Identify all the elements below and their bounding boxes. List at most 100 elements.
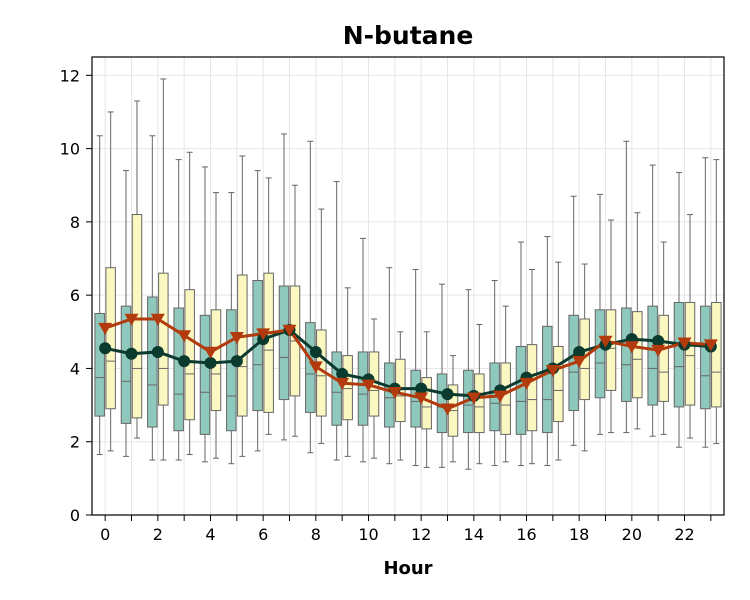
box-body: [647, 305, 658, 406]
y-tick-label: 8: [70, 213, 80, 232]
mean-point-b: [598, 335, 613, 348]
box-body: [526, 344, 538, 432]
mean-point-a: [652, 334, 665, 347]
box-b: [237, 155, 248, 457]
box-a: [147, 135, 158, 461]
box-a: [594, 193, 606, 435]
box-body: [331, 351, 342, 426]
y-tick-label: 10: [60, 140, 80, 159]
box-a: [173, 159, 184, 461]
box-body: [120, 305, 132, 424]
x-tick-label: 20: [622, 525, 642, 544]
box-body: [436, 373, 448, 434]
x-tick-label: 18: [569, 525, 589, 544]
chart-title: N-butane: [343, 21, 474, 50]
box-body: [594, 309, 606, 399]
box-b: [658, 241, 669, 435]
box-body: [357, 351, 369, 426]
x-axis-title: Hour: [383, 558, 432, 579]
box-a: [647, 164, 658, 437]
mean-point-b: [440, 403, 455, 416]
y-tick-label: 6: [70, 286, 80, 305]
box-b: [184, 151, 195, 456]
x-tick-label: 16: [516, 525, 536, 544]
x-tick-label: 22: [674, 525, 694, 544]
box-a: [278, 133, 290, 441]
line-layer: [98, 313, 718, 416]
box-a: [542, 236, 553, 467]
box-body: [632, 311, 643, 399]
box-body: [173, 307, 184, 432]
box-body: [278, 285, 290, 401]
box-a: [357, 237, 369, 463]
mean-point-a: [309, 345, 322, 358]
x-tick-label: 14: [464, 525, 484, 544]
mean-point-b: [124, 313, 139, 326]
mean-point-b: [651, 344, 666, 357]
box-body: [711, 301, 722, 408]
x-tick-label: 0: [100, 525, 110, 544]
box-a: [120, 170, 132, 457]
box-b: [105, 111, 116, 452]
mean-point-b: [519, 377, 534, 390]
mean-point-b: [256, 328, 271, 341]
y-tick-label: 2: [70, 433, 80, 452]
box-a: [700, 157, 711, 448]
box-body: [700, 305, 711, 410]
box-a: [621, 140, 632, 434]
mean-point-b: [282, 324, 297, 337]
mean-point-b: [703, 339, 718, 352]
mean-point-b: [414, 392, 429, 405]
mean-point-a: [441, 388, 454, 401]
mean-point-a: [573, 345, 586, 358]
box-b: [684, 214, 696, 439]
box-body: [515, 345, 527, 435]
box-a: [436, 283, 448, 468]
x-tick-label: 10: [358, 525, 378, 544]
mean-point-a: [99, 342, 112, 355]
box-body: [184, 289, 195, 421]
box-body: [342, 355, 353, 421]
box-a: [331, 181, 342, 461]
mean-point-b: [361, 379, 376, 392]
box-body: [199, 314, 211, 435]
box-a: [515, 241, 527, 467]
x-tick-label: 4: [205, 525, 215, 544]
box-b: [474, 323, 485, 465]
box-a: [673, 171, 685, 448]
mean-point-b: [229, 332, 244, 344]
box-body: [105, 267, 116, 410]
mean-point-b: [335, 377, 350, 390]
box-b: [289, 184, 301, 437]
mean-point-b: [545, 365, 560, 377]
box-body: [621, 307, 632, 402]
mean-point-b: [177, 330, 192, 343]
box-b: [632, 212, 643, 430]
box-a: [226, 192, 237, 465]
mean-point-a: [230, 355, 243, 368]
x-tick-label: 8: [311, 525, 321, 544]
box-body: [684, 301, 696, 406]
box-body: [658, 314, 669, 402]
box-body: [542, 325, 553, 434]
box-body: [94, 312, 105, 417]
mean-point-a: [336, 367, 349, 380]
y-tick-label: 12: [60, 66, 80, 85]
box-body: [673, 301, 685, 408]
grid-layer: [92, 57, 724, 516]
box-b: [342, 287, 353, 457]
y-tick-label: 0: [70, 506, 80, 525]
box-body: [474, 373, 485, 434]
box-body: [226, 309, 237, 432]
mean-point-b: [493, 390, 508, 403]
mean-point-b: [677, 337, 692, 350]
mean-point-b: [572, 355, 587, 368]
box-b: [711, 159, 722, 445]
mean-point-a: [178, 355, 191, 368]
box-b: [526, 269, 538, 465]
box-a: [94, 135, 105, 456]
mean-point-a: [125, 347, 138, 360]
mean-point-a: [204, 356, 217, 369]
y-tick-label: 4: [70, 359, 80, 378]
